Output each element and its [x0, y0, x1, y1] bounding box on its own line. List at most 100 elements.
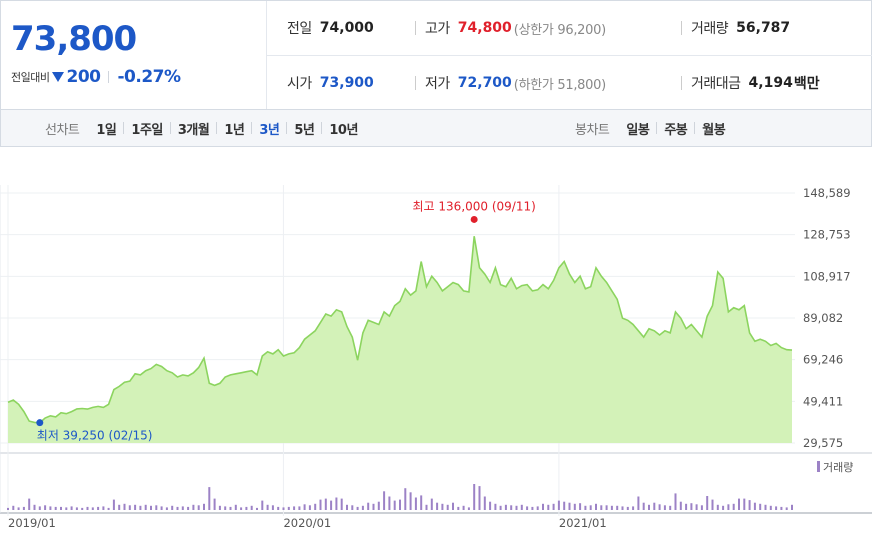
line-chart-tabs: 선차트 1일 1주일 3개월 1년 3년 5년 10년 — [45, 110, 365, 146]
volume-bar — [75, 507, 78, 510]
low-value: 72,700 — [457, 75, 512, 91]
volume-bar — [123, 503, 126, 510]
tab-divider — [123, 122, 125, 134]
volume-bar — [234, 504, 237, 510]
line-period-tab-1[interactable]: 1일 — [96, 122, 117, 138]
volume-bar — [187, 506, 190, 510]
volume-bar — [250, 505, 253, 510]
volume-bar — [446, 504, 449, 510]
change-amount: 200 — [66, 67, 101, 87]
change-line: 전일대비 200 -0.27% — [11, 67, 181, 87]
line-period-tab-2[interactable]: 1주일 — [131, 122, 163, 138]
line-period-tab-5[interactable]: 3년 — [259, 122, 280, 138]
volume-bar — [504, 504, 507, 510]
volume-bar — [176, 506, 179, 510]
volume-bar — [298, 506, 301, 510]
volume-bar — [520, 504, 523, 510]
volume-bar — [669, 505, 672, 510]
volume-bar — [414, 497, 417, 510]
volume-bar — [44, 505, 47, 510]
volume-bar — [49, 506, 52, 510]
volume-bar — [722, 505, 725, 510]
volume-bar — [753, 502, 756, 510]
volume-bar — [452, 502, 454, 510]
change-percent: -0.27% — [117, 67, 181, 87]
volume-bar — [128, 505, 131, 510]
y-tick-label: 148,589 — [803, 186, 851, 200]
price-area — [8, 236, 792, 443]
amount-label: 거래대금 — [691, 76, 741, 92]
volume-bar — [17, 507, 20, 510]
quote-panel: 73,800 전일대비 200 -0.27% 전일 74,000 고가 74,8… — [0, 0, 872, 110]
max-point-label: 최고 136,000 (09/11) — [413, 199, 536, 213]
volume-bars — [7, 484, 793, 510]
volume-bar — [711, 499, 714, 510]
volume-bar — [383, 491, 386, 510]
candle-chart-title: 봉차트 — [575, 122, 610, 138]
volume-bar — [716, 504, 719, 510]
volume-bar — [377, 501, 380, 510]
volume-bar — [695, 504, 698, 510]
volume-value: 56,787 — [736, 20, 791, 36]
volume-bar — [192, 504, 195, 510]
volume-bar — [229, 506, 232, 510]
volume-bar — [547, 504, 550, 510]
volume-bar — [568, 502, 571, 510]
x-tick-label: 2020/01 — [283, 516, 331, 530]
volume-bar — [637, 496, 640, 510]
volume-info: 거래량 56,787 — [691, 1, 790, 55]
volume-bar — [282, 507, 285, 510]
line-period-tab-4[interactable]: 1년 — [224, 122, 245, 138]
prev-close-value: 74,000 — [319, 20, 374, 36]
volume-bar — [256, 507, 258, 510]
volume-bar — [70, 506, 73, 510]
volume-bar — [171, 505, 174, 510]
tab-divider — [251, 122, 253, 134]
candle-chart-tabs: 봉차트 일봉 주봉 월봉 — [575, 110, 732, 146]
volume-bar — [203, 503, 205, 510]
volume-bar — [780, 506, 783, 510]
volume-bar — [420, 495, 423, 510]
volume-bar — [605, 505, 608, 510]
divider — [415, 21, 416, 35]
volume-bar — [663, 505, 666, 510]
volume-bar — [303, 504, 306, 510]
volume-bar — [197, 505, 200, 510]
prev-close-info: 전일 74,000 — [287, 1, 374, 55]
volume-bar — [764, 504, 767, 510]
volume-bar — [308, 505, 311, 510]
volume-bar — [139, 505, 142, 510]
volume-bar — [240, 507, 243, 510]
low-label: 저가 — [425, 76, 450, 92]
candle-period-tab-3[interactable]: 월봉 — [702, 122, 726, 138]
line-period-tab-3[interactable]: 3개월 — [177, 122, 210, 138]
volume-bar — [462, 505, 465, 510]
volume-bar — [616, 505, 619, 510]
volume-bar — [134, 504, 137, 510]
price-box: 73,800 전일대비 200 -0.27% — [1, 1, 267, 110]
line-period-tab-6[interactable]: 5년 — [294, 122, 315, 138]
volume-bar — [367, 502, 370, 510]
volume-bar — [118, 504, 121, 510]
volume-bar — [536, 506, 539, 510]
line-period-tab-7[interactable]: 10년 — [329, 122, 358, 138]
volume-bar — [483, 496, 486, 510]
volume-bar — [679, 501, 682, 510]
volume-bar — [102, 506, 105, 510]
volume-bar — [409, 492, 412, 510]
tab-divider — [656, 122, 658, 134]
volume-bar — [91, 507, 94, 510]
amount-unit: 백만 — [793, 76, 820, 92]
volume-bar — [7, 507, 9, 510]
volume-bar — [287, 506, 290, 510]
volume-label: 거래량 — [691, 21, 729, 37]
volume-bar — [743, 498, 746, 510]
change-label: 전일대비 — [11, 71, 50, 84]
candle-period-tab-1[interactable]: 일봉 — [626, 122, 650, 138]
volume-bar — [28, 498, 31, 510]
volume-bar — [54, 506, 57, 510]
volume-bar — [346, 504, 348, 510]
candle-period-tab-2[interactable]: 주봉 — [664, 122, 688, 138]
volume-bar — [589, 505, 592, 510]
divider — [681, 21, 682, 35]
